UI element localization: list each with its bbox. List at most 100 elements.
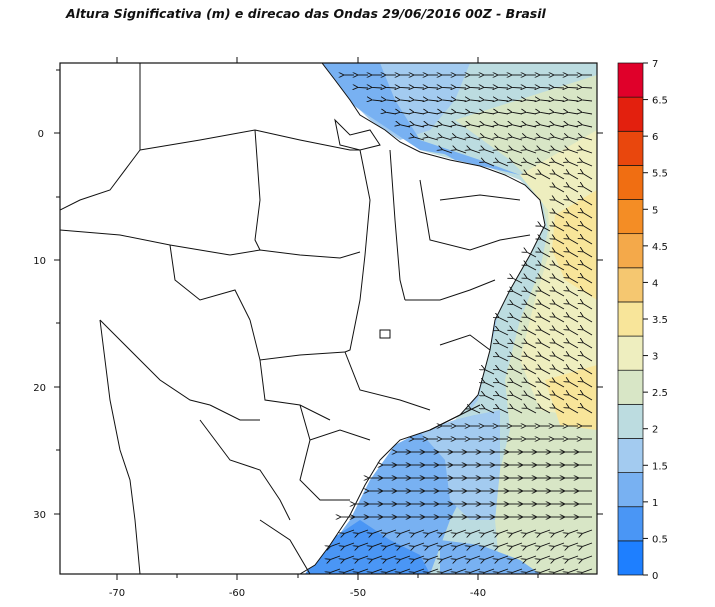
wave-arrow: [555, 265, 565, 271]
wave-arrow: [569, 162, 579, 167]
colorbar-swatch: [617, 233, 644, 269]
wave-arrow: [513, 555, 523, 559]
wave-arrow: [401, 568, 411, 572]
wave-arrow: [372, 87, 383, 88]
wave-arrow: [527, 252, 537, 258]
wave-arrow: [569, 529, 579, 533]
wave-arrow: [484, 100, 495, 101]
wave-arrow: [512, 87, 523, 88]
wave-arrow: [512, 137, 523, 141]
wave-arrow: [569, 187, 579, 193]
wave-arrow: [541, 356, 551, 362]
wave-arrow: [498, 100, 509, 101]
wave-arrow: [499, 150, 509, 154]
colorbar-label: 6.5: [652, 96, 668, 107]
wave-arrow: [583, 278, 593, 284]
colorbar-label: 7: [652, 59, 658, 70]
colorbar-label: 4.5: [652, 242, 668, 253]
wave-arrow: [569, 369, 579, 375]
wave-arrow: [401, 529, 411, 533]
wave-arrow: [540, 125, 551, 128]
wave-arrow: [568, 100, 579, 101]
wave-arrow: [569, 174, 579, 180]
wave-arrow: [429, 542, 439, 546]
colorbar-label: 1.5: [652, 461, 668, 472]
wave-arrow: [345, 542, 355, 546]
wave-arrow: [569, 356, 579, 362]
wave-arrow: [583, 343, 593, 349]
wave-arrow: [442, 125, 453, 128]
wave-arrow: [568, 137, 579, 141]
wave-arrow: [526, 137, 537, 141]
wave-arrow: [582, 112, 593, 114]
wave-arrow: [541, 555, 551, 559]
y-tick-label: 10: [33, 256, 46, 267]
wave-arrow: [527, 162, 537, 167]
wave-arrow: [583, 187, 593, 193]
wave-arrow: [499, 529, 509, 533]
wave-arrow: [359, 529, 369, 533]
wave-arrow: [499, 162, 509, 167]
wave-arrow: [541, 542, 551, 546]
wave-arrow: [555, 343, 565, 349]
colorbar-swatch: [617, 267, 644, 303]
wave-arrow: [359, 542, 369, 546]
wave-arrow: [471, 542, 481, 546]
wave-arrow: [583, 369, 593, 375]
wave-arrow: [527, 529, 537, 533]
land-boundaries: [60, 63, 546, 574]
wave-arrow: [527, 278, 537, 284]
wave-arrow: [499, 370, 509, 375]
colorbar-label: 3: [652, 352, 658, 363]
wave-arrow: [429, 529, 439, 533]
wave-arrow: [373, 542, 383, 546]
wave-arrow: [541, 369, 551, 375]
wave-arrow: [527, 330, 537, 336]
wave-arrow: [555, 174, 565, 180]
colorbar-label: 6: [652, 132, 658, 143]
wave-arrow: [555, 187, 565, 193]
wave-arrow: [555, 529, 565, 533]
wave-arrow: [555, 408, 565, 414]
wave-arrow: [541, 174, 551, 180]
wave-arrow: [555, 278, 565, 284]
wave-arrow: [499, 318, 509, 323]
wave-arrow: [583, 174, 593, 180]
wave-arrow: [554, 137, 565, 141]
colorbar-label: 0.5: [652, 534, 668, 545]
wave-arrow: [512, 100, 523, 101]
wave-arrow: [484, 87, 495, 88]
wave-arrow: [485, 568, 495, 572]
wave-arrow: [470, 125, 481, 128]
wave-arrow: [457, 529, 467, 533]
wave-arrow: [583, 226, 593, 232]
wave-arrow: [568, 87, 579, 88]
wave-arrow: [527, 395, 537, 401]
wave-arrow: [513, 291, 523, 297]
x-tick-label: -70: [109, 588, 125, 599]
wave-arrow: [583, 542, 593, 546]
map-title: Altura Significativa (m) e direcao das O…: [66, 6, 546, 21]
colorbar-label: 0: [652, 571, 658, 582]
x-tick-label: -40: [470, 588, 486, 599]
wave-arrow: [457, 542, 467, 546]
y-tick-label: 30: [33, 510, 46, 521]
wave-arrow: [541, 304, 551, 310]
wave-arrow: [443, 150, 453, 154]
wave-arrow: [414, 137, 425, 141]
wave-arrow: [443, 568, 453, 572]
wave-arrow: [569, 150, 579, 154]
wave-arrow: [401, 542, 411, 546]
wave-arrow: [583, 200, 593, 206]
wave-arrow: [373, 568, 383, 572]
wave-arrow: [582, 125, 593, 128]
colorbar-swatch: [617, 62, 644, 98]
wave-arrow: [429, 555, 439, 559]
wave-arrow: [400, 125, 411, 128]
wave-arrow: [555, 226, 565, 232]
wave-arrow: [484, 137, 495, 141]
wave-arrow: [387, 542, 397, 546]
wave-arrow: [583, 529, 593, 533]
wave-arrow: [415, 568, 425, 572]
wave-arrow: [569, 408, 579, 414]
